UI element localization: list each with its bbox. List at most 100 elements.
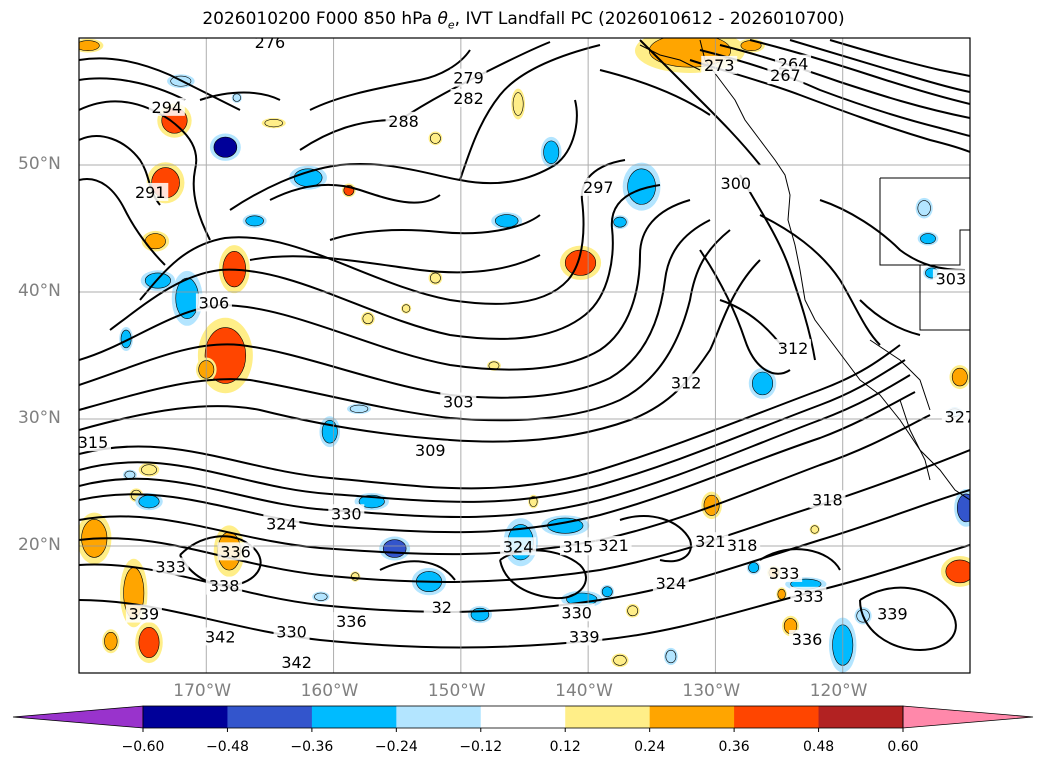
contour-label-bg xyxy=(789,629,826,648)
lat-label: 30°N xyxy=(18,408,61,428)
contour-label-bg xyxy=(202,627,239,646)
contour-label: 288 xyxy=(388,112,419,131)
pc-anomaly-blob xyxy=(314,592,328,601)
contour-label: 276 xyxy=(255,33,286,52)
colorbar-tick-label: −0.36 xyxy=(290,739,334,755)
title-theta: θ xyxy=(437,9,448,29)
colorbar-tick-label: −0.60 xyxy=(121,739,165,755)
contour-label-bg xyxy=(790,586,827,605)
pc-anomaly-blob xyxy=(124,470,136,479)
colorbar-tick-label: 0.24 xyxy=(634,739,666,755)
contour-label-bg xyxy=(152,557,189,576)
contour-label: 336 xyxy=(336,612,367,631)
contour-label: 333 xyxy=(793,587,824,606)
contour-label: 306 xyxy=(199,293,230,312)
contour-label-bg xyxy=(595,536,632,554)
contour-label-bg xyxy=(724,536,761,554)
contour-label-bg xyxy=(559,537,596,556)
contour-label-bg xyxy=(932,269,969,288)
contour-label: 327 xyxy=(945,408,976,427)
colorbar-segment xyxy=(143,706,228,728)
pc-anomaly-blob xyxy=(613,216,627,228)
contour-label: 303 xyxy=(443,392,474,411)
pc-anomaly-blob xyxy=(141,464,157,476)
title-suffix: , IVT Landfall PC (2026010612 - 20260107… xyxy=(454,9,845,29)
pc-anomaly-blob xyxy=(543,140,560,165)
contour-label: 330 xyxy=(561,603,592,622)
contour-label-bg xyxy=(132,182,169,201)
colorbar-extend-low xyxy=(12,705,144,729)
lon-label: 170°W xyxy=(173,681,232,701)
lat-label: 40°N xyxy=(18,281,61,301)
contour-label: 342 xyxy=(205,627,236,646)
pc-anomaly-blob xyxy=(470,607,490,622)
pc-anomaly-blob xyxy=(917,200,931,217)
contour-label-bg xyxy=(195,293,232,312)
contour-label: 330 xyxy=(276,622,307,641)
pc-anomaly-blob xyxy=(920,233,936,245)
contour-label: 336 xyxy=(220,542,251,561)
contour-label-bg xyxy=(450,68,487,87)
contour-label-bg xyxy=(558,603,595,622)
coastlines xyxy=(639,39,970,501)
pc-anomaly-blob xyxy=(951,367,968,387)
contour-label: 303 xyxy=(936,269,967,288)
contour-label: 312 xyxy=(671,373,702,392)
pc-anomaly-blob xyxy=(232,93,241,102)
contour-label-bg xyxy=(412,440,449,459)
contour-label-bg xyxy=(125,604,162,623)
pc-anomaly-blob xyxy=(430,272,441,284)
colorbar-segment xyxy=(311,706,397,728)
contour-label: 300 xyxy=(721,174,752,193)
colorbar-extend-high xyxy=(902,705,1034,729)
colorbar-tick-label: 0.48 xyxy=(802,739,835,755)
contour-label: 297 xyxy=(583,178,614,197)
pc-anomaly-blob xyxy=(264,118,283,128)
title-prefix: 2026010200 F000 850 hPa xyxy=(202,9,438,29)
contour-label-bg xyxy=(217,542,254,561)
contour-label-bg xyxy=(701,55,738,74)
colorbar-tick-label: −0.48 xyxy=(205,739,249,755)
colorbar-tick-label: 0.36 xyxy=(718,739,750,755)
colorbar-tick-label: 0.60 xyxy=(887,739,919,755)
pc-anomaly-blob xyxy=(752,371,774,396)
pc-anomaly-blob xyxy=(613,654,627,666)
contour-label-bg xyxy=(440,392,477,411)
contour-label-bg xyxy=(580,177,617,196)
contour-label: 32 xyxy=(432,598,452,617)
contour-label-bg xyxy=(385,111,422,130)
contour-label-bg xyxy=(206,576,243,595)
contour-label: 333 xyxy=(155,558,186,577)
colorbar-segment xyxy=(734,706,820,728)
contour-label: 338 xyxy=(209,577,240,596)
pc-anomaly-blob xyxy=(79,40,100,51)
contour-label: 342 xyxy=(281,653,312,672)
pc-anomaly-blob xyxy=(945,559,970,584)
contour-label: 279 xyxy=(453,69,484,88)
pc-anomaly-blob xyxy=(104,632,118,651)
colorbar-segment xyxy=(565,706,651,728)
contour-label: 321 xyxy=(598,536,629,555)
contour-label: 267 xyxy=(770,66,801,85)
lat-label: 50°N xyxy=(18,154,61,174)
contour-label-bg xyxy=(566,627,603,646)
pc-anomaly-blob xyxy=(382,539,407,558)
pc-anomaly-blob xyxy=(138,494,160,509)
contour-label: 333 xyxy=(769,564,800,583)
colorbar-segment xyxy=(396,706,482,728)
pc-anomaly-blob xyxy=(777,588,786,600)
contour-label-bg xyxy=(767,66,804,85)
contour-label-bg xyxy=(328,504,365,523)
contour-label: 291 xyxy=(135,183,166,202)
colorbar-frame xyxy=(142,705,904,729)
lon-label: 130°W xyxy=(682,681,741,701)
pc-anomaly-blob xyxy=(665,649,677,664)
contour-label-bg xyxy=(251,38,288,52)
contour-label: 318 xyxy=(812,490,843,509)
pc-anomaly-blob xyxy=(956,493,970,523)
contour-label-bg xyxy=(692,532,729,551)
colorbar-segment xyxy=(649,706,735,728)
contour-label-bg xyxy=(500,537,537,556)
contour-label: 282 xyxy=(453,89,484,108)
